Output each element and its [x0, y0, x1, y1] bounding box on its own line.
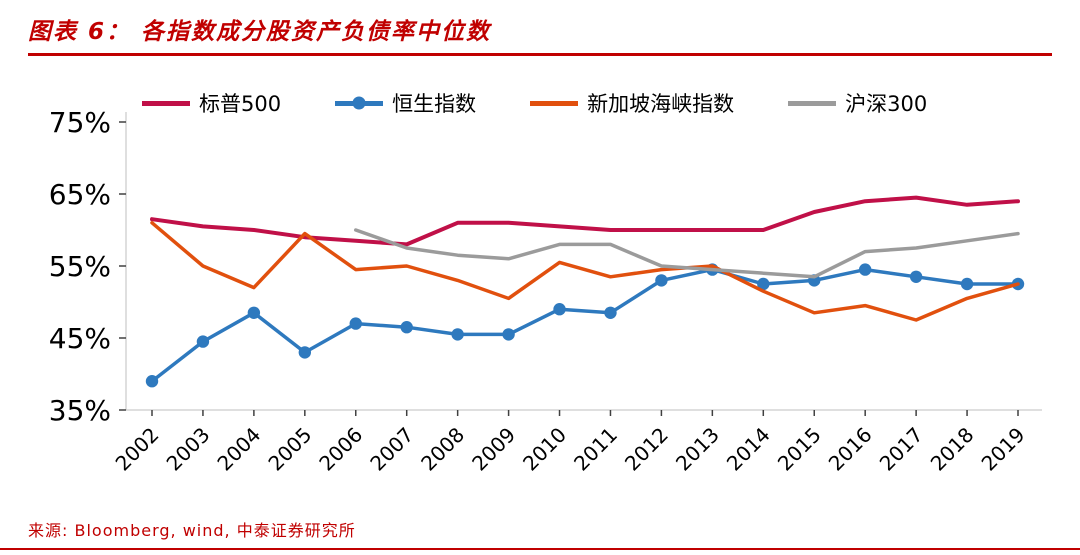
- series-line-straits: [150, 221, 1020, 322]
- x-axis-label: 2012: [620, 423, 673, 476]
- x-axis-label: 2009: [467, 423, 520, 476]
- footer-divider: [0, 548, 1080, 550]
- series-marker-hangseng: [604, 306, 617, 319]
- figure-header: 图表 6： 各指数成分股资产负债率中位数: [0, 0, 1080, 58]
- y-axis-label: 35%: [49, 394, 111, 427]
- source-text: 来源: Bloomberg, wind, 中泰证券研究所: [28, 521, 356, 540]
- y-axis-label: 45%: [49, 322, 111, 355]
- series-marker-hangseng: [145, 375, 159, 388]
- series-marker-hangseng: [298, 346, 312, 359]
- series-marker-hangseng: [655, 274, 668, 287]
- x-axis-label: 2002: [111, 423, 164, 476]
- figure-footer: 来源: Bloomberg, wind, 中泰证券研究所: [0, 513, 1080, 550]
- legend-label-straits: 新加坡海峡指数: [587, 92, 735, 116]
- title-divider: [28, 53, 1052, 56]
- series-marker-hangseng: [757, 277, 770, 291]
- series-marker-hangseng: [909, 270, 923, 283]
- legend-item-sp500: 标普500: [142, 88, 281, 118]
- legend-label-csi300: 沪深300: [845, 92, 928, 116]
- series-marker-hangseng: [196, 335, 210, 348]
- straits-line-swatch: [530, 100, 579, 106]
- series-line-sp500: [150, 195, 1020, 247]
- x-axis-label: 2013: [671, 423, 724, 476]
- figure-title: 图表 6： 各指数成分股资产负债率中位数: [28, 19, 492, 45]
- series-marker-hangseng: [960, 277, 974, 291]
- x-axis-label: 2015: [773, 423, 826, 476]
- hangseng-line-swatch: [335, 96, 384, 110]
- hangseng-marker-dot-icon: [352, 96, 366, 110]
- x-axis-label: 2004: [212, 423, 265, 476]
- x-axis-label: 2005: [263, 423, 316, 476]
- x-axis-label: 2011: [569, 423, 622, 476]
- sp500-line-swatch: [142, 100, 190, 106]
- x-axis-label: 2017: [875, 423, 928, 476]
- x-axis-label: 2008: [416, 423, 469, 476]
- legend-item-hangseng: 恒生指数: [335, 88, 476, 118]
- x-axis-label: 2007: [365, 423, 418, 476]
- series-marker-hangseng: [400, 321, 413, 334]
- series-marker-hangseng: [247, 306, 261, 319]
- legend-item-straits: 新加坡海峡指数: [530, 88, 734, 118]
- chart-area: 35% 45% 55% 65% 75% 2002 2003 2004 2005 2006 2007 2…: [0, 58, 1080, 513]
- x-axis-label: 2016: [824, 423, 877, 476]
- y-axis-label: 65%: [49, 178, 111, 211]
- series-line-csi300: [354, 228, 1020, 279]
- x-axis-label: 2014: [722, 423, 775, 476]
- series-marker-hangseng: [502, 328, 515, 341]
- x-axis-label: 2019: [977, 423, 1030, 476]
- legend-label-hangseng: 恒生指数: [392, 92, 477, 116]
- series-marker-hangseng: [451, 328, 464, 341]
- x-axis-label: 2003: [162, 423, 215, 476]
- csi300-line-swatch: [788, 100, 837, 106]
- x-axis-label: 2006: [314, 423, 367, 476]
- line-chart: 35%45%55%65%75%2002200320042005200620072…: [49, 106, 1042, 476]
- series-marker-hangseng: [858, 263, 872, 276]
- x-axis-label: 2018: [926, 423, 979, 476]
- legend-item-csi300: 沪深300: [788, 88, 927, 118]
- series-marker-hangseng: [349, 317, 362, 330]
- x-axis-label: 2010: [518, 423, 571, 476]
- legend-label-sp500: 标普500: [199, 92, 282, 116]
- series-line-hangseng: [150, 267, 1020, 383]
- chart-legend: 标普500 恒生指数 新加坡海峡指数 沪深300: [142, 88, 927, 118]
- y-axis-label: 75%: [49, 106, 111, 139]
- y-axis-label: 55%: [49, 250, 111, 283]
- series-marker-hangseng: [553, 303, 566, 316]
